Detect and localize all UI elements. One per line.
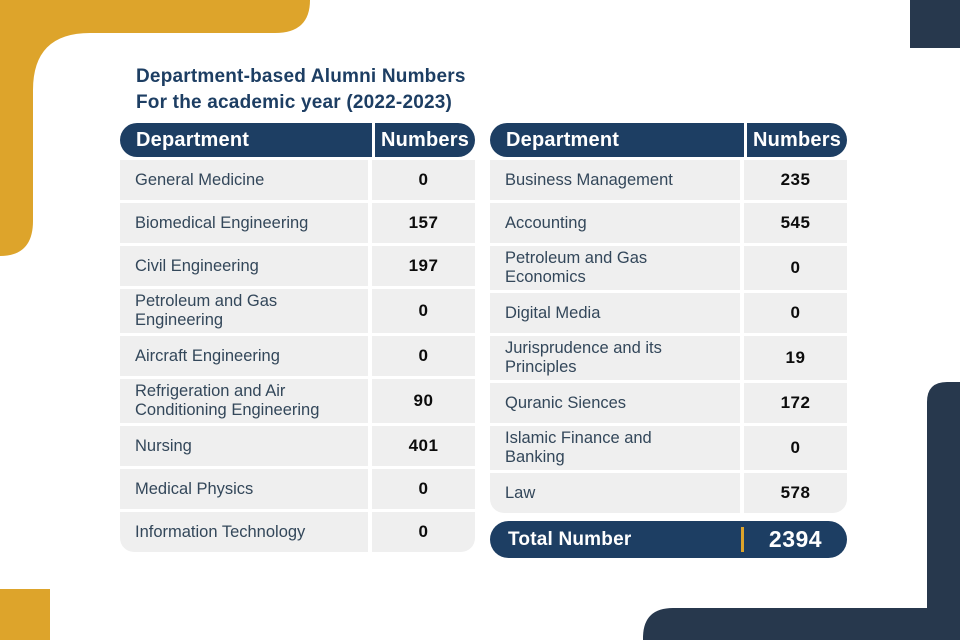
numbers-cell: 0	[372, 512, 475, 552]
corner-decoration-bottom-right-icon	[643, 382, 960, 640]
table-row: Civil Engineering 197	[120, 246, 475, 286]
department-cell: General Medicine	[120, 160, 368, 200]
numbers-cell: 157	[372, 203, 475, 243]
numbers-header: Numbers	[752, 128, 842, 151]
department-cell: Aircraft Engineering	[120, 336, 368, 376]
department-cell: Medical Physics	[120, 469, 368, 509]
department-cell: Refrigeration and Air Conditioning Engin…	[120, 379, 368, 423]
department-cell: Biomedical Engineering	[120, 203, 368, 243]
numbers-cell: 0	[744, 246, 847, 290]
header-divider	[744, 123, 747, 157]
corner-decoration-top-left-icon	[0, 0, 310, 256]
table-row: Refrigeration and Air Conditioning Engin…	[120, 379, 475, 423]
table-row: Petroleum and Gas Engineering 0	[120, 289, 475, 333]
right-table: Department Numbers Business Management 23…	[490, 123, 847, 558]
department-cell: Accounting	[490, 203, 740, 243]
table-row: Medical Physics 0	[120, 469, 475, 509]
department-cell: Business Management	[490, 160, 740, 200]
numbers-cell: 0	[372, 160, 475, 200]
table-row: Information Technology 0	[120, 512, 475, 552]
numbers-header: Numbers	[380, 128, 470, 151]
numbers-cell: 19	[744, 336, 847, 380]
numbers-cell: 197	[372, 246, 475, 286]
title-line-1: Department-based Alumni Numbers	[136, 66, 466, 87]
numbers-cell: 545	[744, 203, 847, 243]
numbers-cell: 172	[744, 383, 847, 423]
page-title: Department-based Alumni Numbers For the …	[136, 64, 466, 116]
table-row: Digital Media 0	[490, 293, 847, 333]
department-cell: Quranic Siences	[490, 383, 740, 423]
total-divider	[741, 527, 744, 552]
title-line-2: For the academic year (2022-2023)	[136, 92, 453, 113]
department-cell: Jurisprudence and its Principles	[490, 336, 740, 380]
department-cell: Petroleum and Gas Economics	[490, 246, 740, 290]
numbers-cell: 0	[372, 289, 475, 333]
left-table: Department Numbers General Medicine 0 Biom…	[120, 123, 475, 555]
numbers-cell: 0	[744, 293, 847, 333]
table-row: Law 578	[490, 473, 847, 513]
table-row: General Medicine 0	[120, 160, 475, 200]
table-row: Accounting 545	[490, 203, 847, 243]
numbers-cell: 235	[744, 160, 847, 200]
table-row: Business Management 235	[490, 160, 847, 200]
table-row: Aircraft Engineering 0	[120, 336, 475, 376]
numbers-cell: 578	[744, 473, 847, 513]
total-row: Total Number 2394	[490, 521, 847, 558]
numbers-cell: 0	[744, 426, 847, 470]
total-value: 2394	[768, 526, 823, 552]
department-cell: Civil Engineering	[120, 246, 368, 286]
department-cell: Islamic Finance and Banking	[490, 426, 740, 470]
numbers-cell: 0	[372, 336, 475, 376]
table-row: Islamic Finance and Banking 0	[490, 426, 847, 470]
department-header: Department	[506, 128, 620, 151]
department-cell: Law	[490, 473, 740, 513]
left-table-body: General Medicine 0 Biomedical Engineering 1…	[120, 160, 475, 552]
numbers-cell: 90	[372, 379, 475, 423]
corner-decoration-bottom-left-icon	[0, 589, 50, 640]
department-cell: Information Technology	[120, 512, 368, 552]
left-table-header: Department Numbers	[120, 123, 475, 157]
total-label: Total Number	[508, 528, 632, 550]
department-cell: Nursing	[120, 426, 368, 466]
header-divider	[372, 123, 375, 157]
table-row: Jurisprudence and its Principles 19	[490, 336, 847, 380]
corner-decoration-top-right-icon	[910, 0, 960, 48]
table-row: Biomedical Engineering 157	[120, 203, 475, 243]
right-table-body: Business Management 235 Accounting 545 Petro…	[490, 160, 847, 513]
table-row: Quranic Siences 172	[490, 383, 847, 423]
department-header: Department	[136, 128, 250, 151]
table-row: Petroleum and Gas Economics 0	[490, 246, 847, 290]
table-row: Nursing 401	[120, 426, 475, 466]
department-cell: Digital Media	[490, 293, 740, 333]
numbers-cell: 401	[372, 426, 475, 466]
right-table-header: Department Numbers	[490, 123, 847, 157]
department-cell: Petroleum and Gas Engineering	[120, 289, 368, 333]
numbers-cell: 0	[372, 469, 475, 509]
